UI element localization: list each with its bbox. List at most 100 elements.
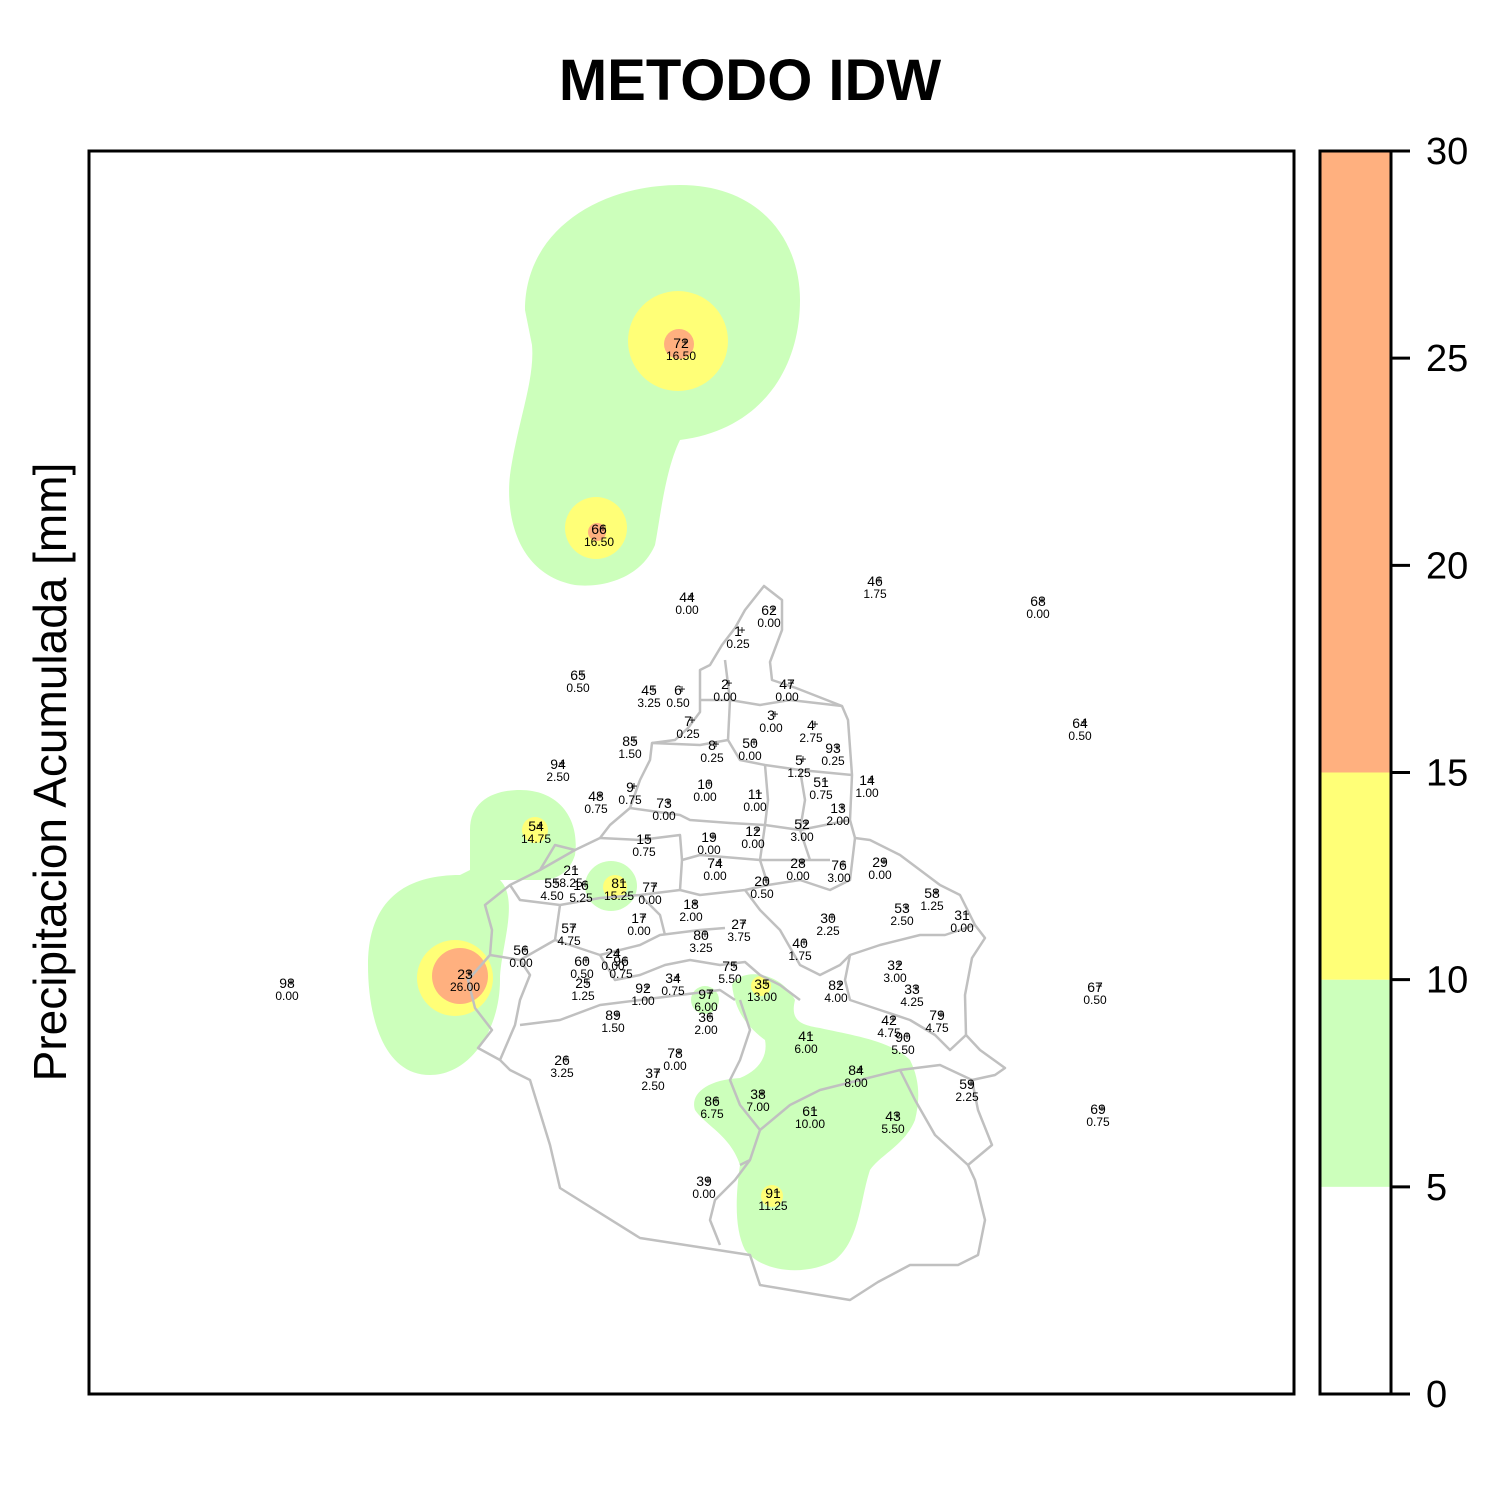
station-id: 93 bbox=[825, 740, 841, 756]
station-id: 7 bbox=[684, 713, 692, 729]
station-marker: + bbox=[664, 795, 671, 809]
station-marker: + bbox=[750, 735, 757, 749]
station-marker: + bbox=[621, 953, 628, 967]
station-value: 1.00 bbox=[631, 994, 655, 1008]
station-marker: + bbox=[287, 975, 294, 989]
station-marker: + bbox=[738, 623, 745, 637]
station-value: 4.75 bbox=[925, 1021, 949, 1035]
station-id: 21 bbox=[563, 862, 579, 878]
station-id: 3 bbox=[767, 707, 775, 723]
station-77: 77+0.00 bbox=[638, 879, 662, 907]
station-value: 0.00 bbox=[743, 800, 767, 814]
station-value: 13.00 bbox=[747, 990, 777, 1004]
station-value: 8.00 bbox=[844, 1076, 868, 1090]
station-marker: + bbox=[599, 521, 606, 535]
station-marker: + bbox=[755, 786, 762, 800]
station-value: 0.00 bbox=[786, 869, 810, 883]
zone-10-15-54 bbox=[522, 817, 548, 843]
legend-tick-label: 25 bbox=[1426, 338, 1468, 380]
station-marker: + bbox=[630, 733, 637, 747]
boundary-coyoacan bbox=[598, 954, 801, 1001]
station-68: 68+0.00 bbox=[1026, 593, 1050, 621]
station-60: 60+0.50 bbox=[570, 953, 594, 981]
station-40: 40+1.75 bbox=[788, 935, 812, 963]
station-id: 26 bbox=[554, 1052, 570, 1068]
station-marker: + bbox=[701, 927, 708, 941]
boundary-center-row bbox=[599, 833, 857, 897]
station-value: 2.75 bbox=[799, 731, 823, 745]
station-value: 4.75 bbox=[557, 934, 581, 948]
station-value: 1.75 bbox=[788, 949, 812, 963]
station-91: 91+11.25 bbox=[758, 1185, 787, 1213]
station-marker: + bbox=[1080, 715, 1087, 729]
station-value: 0.75 bbox=[632, 845, 656, 859]
station-value: 3.00 bbox=[790, 830, 814, 844]
station-id: 59 bbox=[959, 1076, 975, 1092]
station-value: 0.25 bbox=[821, 754, 845, 768]
station-marker: + bbox=[880, 854, 887, 868]
station-id: 14 bbox=[859, 772, 875, 788]
station-marker: + bbox=[644, 831, 651, 845]
station-82: 82+4.00 bbox=[824, 977, 848, 1005]
station-marker: + bbox=[802, 816, 809, 830]
station-19: 19+0.00 bbox=[697, 829, 721, 857]
station-marker: + bbox=[552, 875, 559, 889]
station-79: 79+4.75 bbox=[925, 1007, 949, 1035]
station-id: 96 bbox=[613, 953, 629, 969]
boundary-contreras bbox=[498, 959, 532, 1061]
station-67: 67+0.50 bbox=[1083, 979, 1107, 1007]
station-id: 77 bbox=[642, 879, 658, 895]
boundary-tlahuac bbox=[898, 1069, 969, 1166]
station-id: 44 bbox=[679, 589, 695, 605]
station-value: 0.00 bbox=[638, 893, 662, 907]
station-value: 1.75 bbox=[863, 587, 887, 601]
station-id: 43 bbox=[885, 1108, 901, 1124]
station-74: 74+0.00 bbox=[703, 855, 727, 883]
station-value: 4.75 bbox=[877, 1026, 901, 1040]
station-marker: + bbox=[681, 335, 688, 349]
legend-class-5-10 bbox=[1320, 979, 1391, 1187]
station-54: 54+14.75 bbox=[521, 818, 551, 846]
station-id: 46 bbox=[867, 573, 883, 589]
station-marker: + bbox=[712, 1093, 719, 1107]
station-value: 0.75 bbox=[661, 984, 685, 998]
station-id: 56 bbox=[513, 942, 529, 958]
station-13: 13+2.00 bbox=[826, 800, 850, 828]
station-marker: + bbox=[836, 977, 843, 991]
station-marker: + bbox=[649, 682, 656, 696]
station-id: 20 bbox=[754, 873, 770, 889]
station-41: 41+6.00 bbox=[794, 1028, 818, 1056]
station-id: 73 bbox=[656, 795, 672, 811]
station-15: 15+0.75 bbox=[632, 831, 656, 859]
station-37: 37+2.50 bbox=[641, 1065, 665, 1093]
station-marker: + bbox=[583, 975, 590, 989]
station-76: 76+3.00 bbox=[827, 857, 851, 885]
station-value: 4.25 bbox=[900, 995, 924, 1009]
station-marker: + bbox=[630, 779, 637, 793]
station-value: 1.25 bbox=[787, 766, 811, 780]
station-marker: + bbox=[619, 875, 626, 889]
station-marker: + bbox=[800, 935, 807, 949]
station-value: 2.25 bbox=[955, 1090, 979, 1104]
station-id: 66 bbox=[591, 521, 607, 537]
station-marker: + bbox=[675, 1045, 682, 1059]
station-25: 25+1.25 bbox=[571, 975, 595, 1003]
station-50: 50+0.00 bbox=[738, 735, 762, 763]
station-marker: + bbox=[787, 676, 794, 690]
station-id: 72 bbox=[673, 335, 689, 351]
station-marker: + bbox=[687, 589, 694, 603]
station-id: 4 bbox=[807, 717, 815, 733]
station-33: 33+4.25 bbox=[900, 981, 924, 1009]
station-7: 7+0.25 bbox=[676, 713, 700, 741]
station-id: 11 bbox=[748, 786, 763, 802]
station-value: 2.00 bbox=[826, 814, 850, 828]
station-17: 17+0.00 bbox=[627, 910, 651, 938]
station-55: 55+4.50 bbox=[540, 875, 564, 903]
station-id: 30 bbox=[820, 910, 836, 926]
station-marker: + bbox=[706, 1009, 713, 1023]
station-value: 6.00 bbox=[794, 1042, 818, 1056]
station-73: 73+0.00 bbox=[652, 795, 676, 823]
station-89: 89+1.50 bbox=[601, 1007, 625, 1035]
